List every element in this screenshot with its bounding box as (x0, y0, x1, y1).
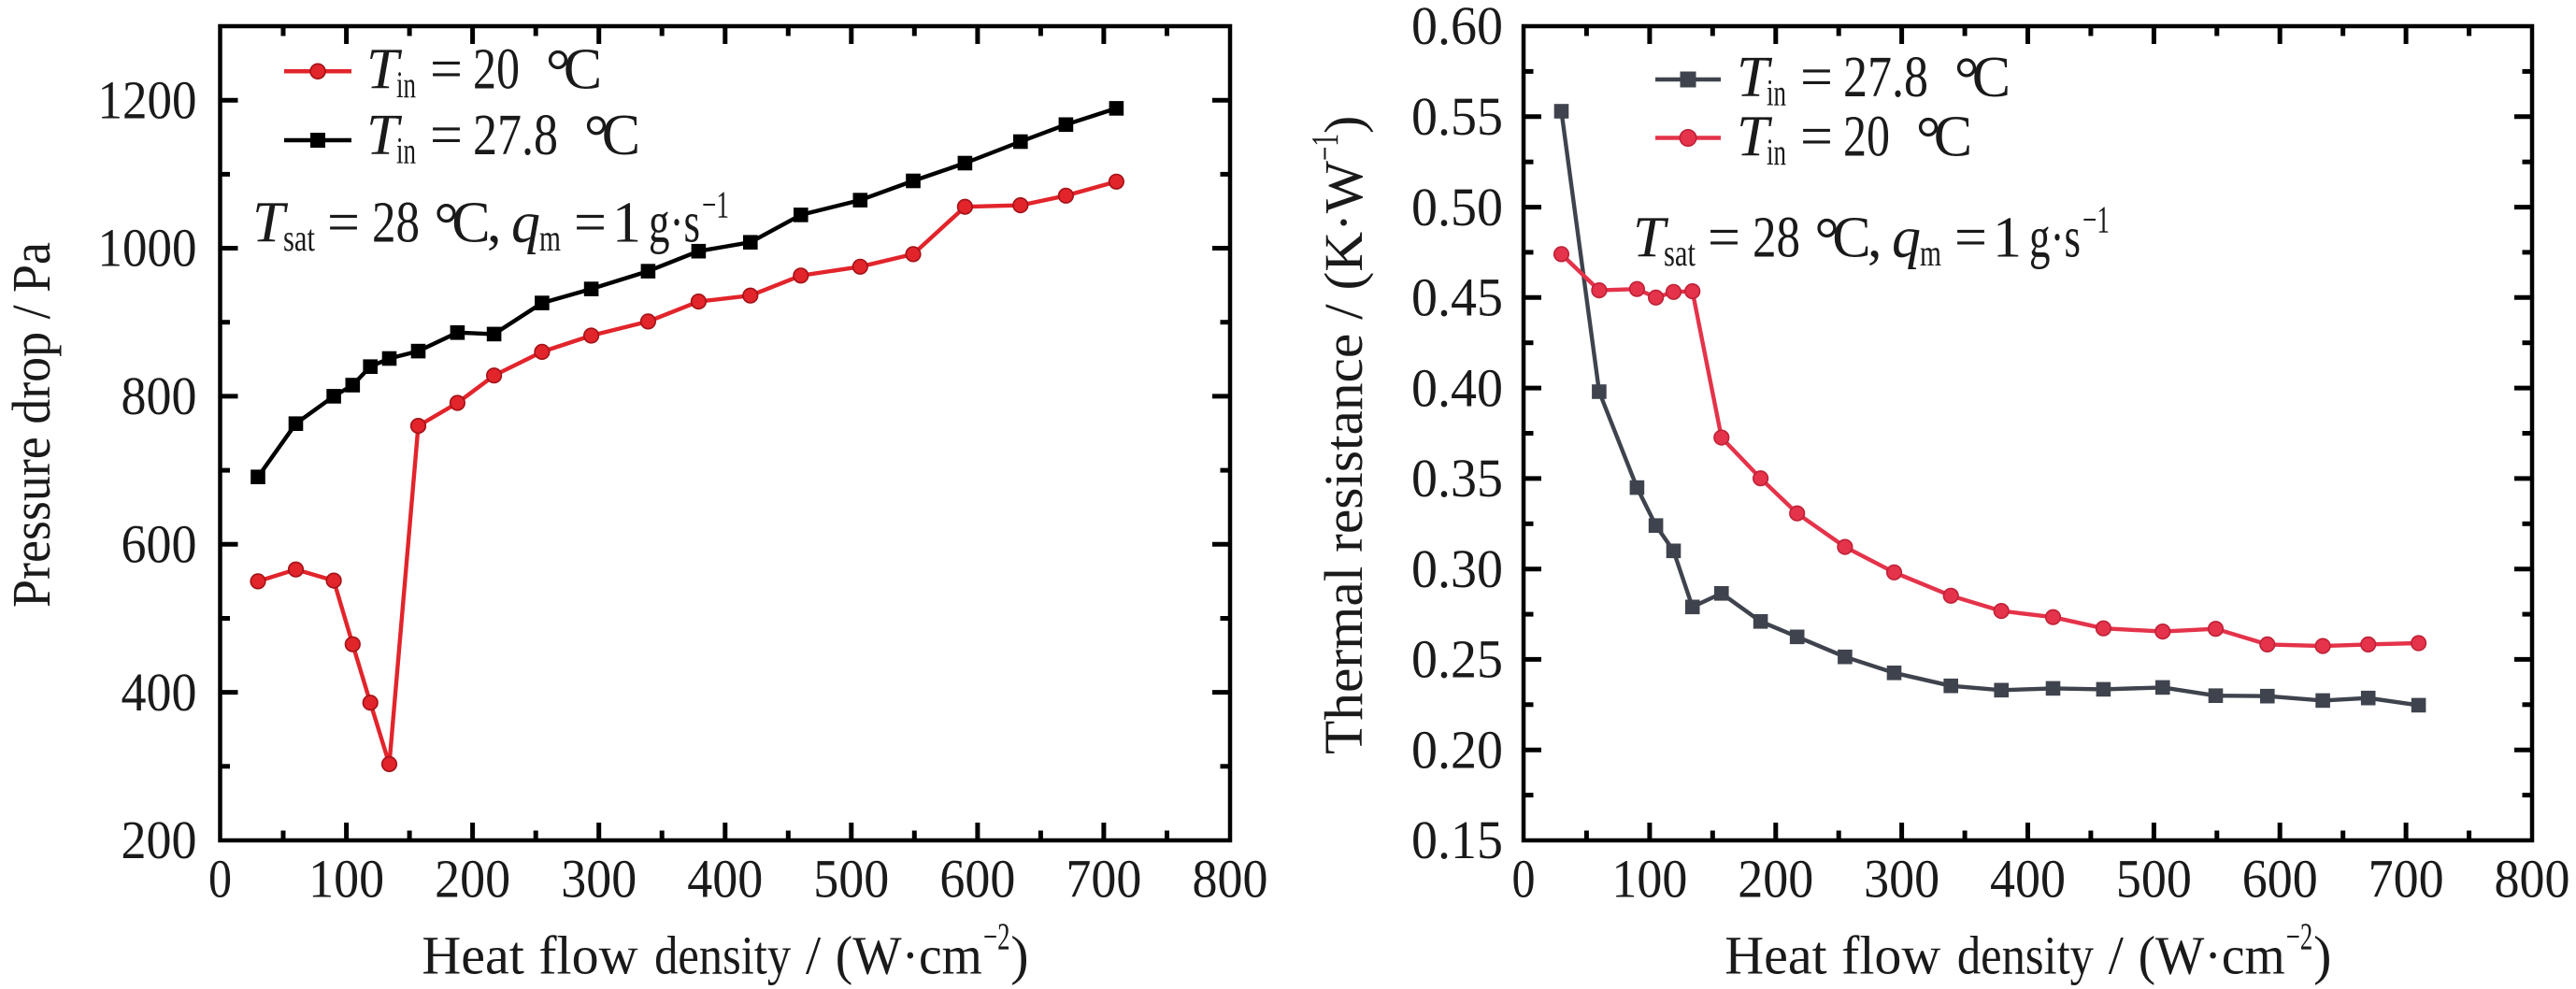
svg-text:0.25: 0.25 (1411, 629, 1503, 690)
svg-text:Heat: Heat (422, 925, 524, 986)
svg-text:600: 600 (2242, 849, 2318, 910)
svg-text:0.15: 0.15 (1411, 810, 1503, 870)
svg-text:−2: −2 (2286, 915, 2313, 958)
svg-text:0.35: 0.35 (1411, 448, 1503, 509)
svg-text:Pressure drop / Pa: Pressure drop / Pa (1, 242, 62, 608)
svg-text:0.30: 0.30 (1411, 538, 1503, 599)
svg-text:100: 100 (308, 849, 384, 910)
svg-text:C: C (451, 192, 490, 255)
svg-text:g·s: g·s (649, 192, 700, 255)
svg-text:800: 800 (1193, 849, 1268, 910)
svg-text:800: 800 (2495, 849, 2570, 910)
svg-text:1200: 1200 (98, 69, 197, 130)
svg-text:0.40: 0.40 (1411, 357, 1503, 418)
svg-text:): ) (1313, 116, 1374, 134)
svg-text:400: 400 (687, 849, 763, 910)
svg-text:0: 0 (1512, 849, 1536, 910)
svg-text:(W·cm: (W·cm (836, 925, 982, 986)
svg-text:in: in (396, 129, 416, 171)
svg-text:C: C (564, 38, 602, 102)
svg-text:density: density (654, 925, 791, 986)
svg-text:20: 20 (1843, 106, 1890, 169)
svg-text:Thermal resistance / (K·W: Thermal resistance / (K·W (1313, 161, 1374, 754)
svg-text:1: 1 (1993, 207, 2022, 270)
svg-text:27.8: 27.8 (473, 104, 558, 167)
svg-text:28: 28 (372, 192, 420, 255)
svg-text:400: 400 (122, 662, 197, 723)
svg-text:Heat: Heat (1724, 925, 1827, 986)
svg-text:C: C (1934, 106, 1972, 169)
svg-text:300: 300 (1864, 849, 1939, 910)
svg-text:sat: sat (1664, 232, 1696, 274)
svg-text:): ) (1010, 925, 1028, 986)
svg-text:sat: sat (283, 217, 315, 259)
svg-text:1000: 1000 (98, 218, 197, 279)
svg-text:500: 500 (813, 849, 889, 910)
svg-text:600: 600 (939, 849, 1015, 910)
svg-text:T: T (1633, 207, 1669, 270)
svg-text:in: in (1767, 131, 1786, 173)
svg-text:28: 28 (1753, 207, 1800, 270)
svg-text:T: T (252, 192, 289, 255)
svg-text:−2: −2 (983, 915, 1010, 958)
svg-text:600: 600 (122, 514, 197, 575)
svg-text:0.60: 0.60 (1411, 0, 1503, 56)
svg-text:flow: flow (538, 925, 637, 986)
svg-text:T: T (1737, 106, 1773, 169)
svg-text:1: 1 (612, 192, 641, 255)
svg-text:0.50: 0.50 (1411, 177, 1503, 237)
svg-text:=: = (327, 192, 360, 255)
svg-text:T: T (366, 104, 403, 167)
svg-text:=: = (574, 192, 607, 255)
svg-text:/: / (806, 925, 822, 986)
svg-text:(W·cm: (W·cm (2139, 925, 2285, 986)
svg-text:=: = (1800, 106, 1833, 169)
svg-text:0.20: 0.20 (1411, 719, 1503, 780)
svg-text:,: , (1868, 207, 1882, 270)
svg-text:800: 800 (122, 366, 197, 426)
svg-text:100: 100 (1611, 849, 1687, 910)
svg-text:,: , (487, 192, 502, 255)
svg-text:m: m (539, 217, 561, 259)
svg-text:density: density (1957, 925, 2094, 986)
svg-text:−1: −1 (1303, 134, 1346, 161)
svg-text:−1: −1 (702, 183, 729, 226)
svg-text:m: m (1920, 232, 1941, 274)
svg-text:700: 700 (1066, 849, 1141, 910)
svg-text:T: T (1737, 46, 1773, 109)
svg-text:0.45: 0.45 (1411, 267, 1503, 328)
svg-text:): ) (2313, 925, 2331, 986)
svg-text:500: 500 (2116, 849, 2192, 910)
svg-text:C: C (1972, 46, 2011, 109)
svg-text:q: q (1892, 207, 1921, 270)
svg-text:700: 700 (2368, 849, 2444, 910)
svg-text:/: / (2109, 925, 2125, 986)
svg-text:200: 200 (1738, 849, 1813, 910)
svg-text:0.55: 0.55 (1411, 86, 1503, 147)
svg-text:0: 0 (208, 849, 232, 910)
svg-text:−1: −1 (2082, 198, 2110, 241)
svg-text:C: C (602, 104, 640, 167)
svg-text:300: 300 (561, 849, 637, 910)
svg-text:=: = (1708, 207, 1740, 270)
svg-text:=: = (430, 104, 463, 167)
svg-text:in: in (1767, 72, 1786, 114)
svg-text:C: C (1832, 207, 1870, 270)
svg-text:20: 20 (473, 38, 520, 102)
svg-text:g·s: g·s (2029, 207, 2081, 270)
svg-text:27.8: 27.8 (1843, 46, 1928, 109)
svg-text:=: = (1800, 46, 1833, 109)
svg-text:400: 400 (1990, 849, 2066, 910)
svg-text:200: 200 (122, 810, 197, 870)
svg-text:200: 200 (435, 849, 510, 910)
svg-text:q: q (511, 192, 540, 255)
svg-text:in: in (396, 64, 416, 106)
svg-text:T: T (366, 38, 403, 102)
svg-text:=: = (1954, 207, 1987, 270)
svg-text:flow: flow (1841, 925, 1940, 986)
svg-text:=: = (430, 38, 463, 102)
